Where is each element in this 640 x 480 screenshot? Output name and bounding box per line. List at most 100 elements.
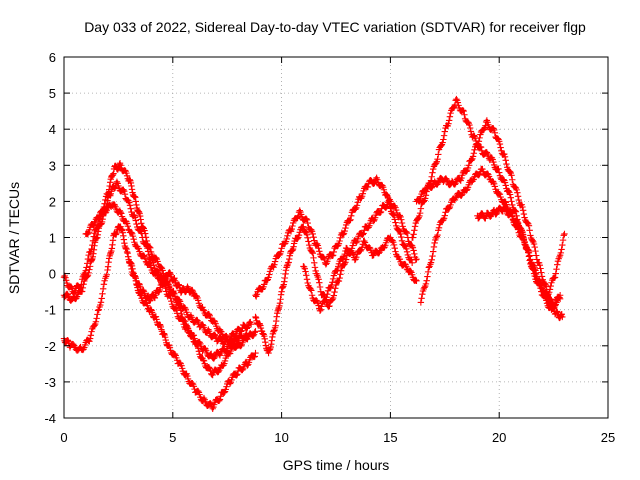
data-point bbox=[403, 248, 411, 255]
data-point bbox=[303, 216, 311, 224]
data-point bbox=[403, 228, 410, 236]
data-point bbox=[170, 287, 177, 295]
data-point bbox=[508, 209, 515, 216]
data-point bbox=[410, 247, 417, 254]
data-point bbox=[511, 207, 519, 215]
data-point bbox=[139, 224, 147, 231]
data-point bbox=[305, 241, 313, 249]
data-point bbox=[417, 205, 425, 212]
data-point bbox=[391, 202, 398, 210]
data-point bbox=[217, 393, 224, 400]
data-point bbox=[377, 208, 385, 216]
data-point bbox=[467, 128, 475, 135]
data-point bbox=[68, 297, 75, 304]
data-point bbox=[123, 172, 131, 180]
data-point bbox=[193, 293, 200, 300]
data-point bbox=[407, 267, 414, 275]
data-point bbox=[508, 198, 515, 205]
data-point bbox=[538, 269, 545, 276]
data-point bbox=[142, 255, 149, 263]
data-point bbox=[502, 157, 509, 164]
data-point bbox=[471, 146, 478, 153]
data-point bbox=[172, 305, 179, 312]
y-tick-label: 6 bbox=[49, 50, 56, 65]
data-point bbox=[445, 205, 453, 212]
data-point bbox=[454, 99, 462, 106]
data-point bbox=[288, 225, 295, 233]
data-point bbox=[412, 276, 419, 284]
data-point bbox=[518, 227, 525, 234]
data-point bbox=[491, 183, 499, 190]
data-point bbox=[525, 222, 533, 229]
data-point bbox=[237, 342, 245, 350]
data-point bbox=[234, 371, 241, 378]
data-point bbox=[459, 107, 467, 114]
data-point bbox=[429, 169, 436, 176]
data-point bbox=[509, 201, 516, 209]
data-point bbox=[532, 270, 540, 278]
data-point bbox=[277, 248, 285, 255]
data-point bbox=[200, 394, 208, 402]
data-point bbox=[556, 295, 564, 303]
data-point bbox=[505, 188, 512, 195]
data-point bbox=[97, 299, 105, 306]
data-point bbox=[409, 234, 417, 241]
data-point bbox=[532, 247, 539, 255]
data-point bbox=[309, 230, 316, 238]
data-point bbox=[88, 328, 95, 335]
data-point bbox=[496, 169, 503, 176]
data-point bbox=[393, 206, 400, 214]
data-point bbox=[167, 294, 174, 302]
data-point bbox=[97, 301, 104, 309]
data-point bbox=[495, 165, 502, 173]
data-point bbox=[258, 286, 266, 293]
data-point bbox=[329, 252, 337, 259]
data-point bbox=[296, 207, 303, 214]
data-point bbox=[265, 274, 272, 281]
data-point bbox=[205, 364, 213, 371]
data-point bbox=[171, 350, 179, 358]
data-point bbox=[463, 187, 470, 194]
data-point bbox=[551, 274, 559, 281]
data-point bbox=[409, 244, 417, 251]
data-point bbox=[354, 199, 361, 206]
data-point bbox=[493, 210, 500, 218]
data-point bbox=[79, 284, 87, 292]
x-tick-label: 0 bbox=[60, 430, 67, 445]
data-point bbox=[99, 290, 106, 297]
data-point bbox=[391, 245, 398, 252]
data-point bbox=[501, 153, 509, 160]
data-point bbox=[189, 380, 196, 387]
data-point bbox=[524, 219, 531, 227]
data-point bbox=[295, 231, 303, 239]
data-point bbox=[221, 357, 229, 365]
data-point bbox=[424, 273, 431, 280]
data-point bbox=[483, 149, 491, 156]
data-point bbox=[458, 174, 465, 182]
data-point bbox=[210, 354, 218, 362]
data-point bbox=[525, 247, 533, 255]
data-point bbox=[311, 264, 319, 271]
data-point bbox=[490, 125, 497, 132]
data-point bbox=[432, 234, 440, 242]
data-point bbox=[532, 252, 540, 259]
data-point bbox=[428, 184, 435, 191]
data-point bbox=[93, 315, 100, 322]
data-point bbox=[389, 237, 396, 244]
data-point bbox=[91, 219, 98, 227]
data-point bbox=[422, 280, 430, 288]
data-point bbox=[340, 231, 347, 238]
data-point bbox=[121, 190, 129, 198]
data-point bbox=[435, 224, 443, 231]
data-point bbox=[414, 215, 422, 222]
data-point bbox=[335, 260, 343, 268]
data-point bbox=[301, 265, 309, 272]
data-point bbox=[147, 255, 155, 263]
data-point bbox=[425, 264, 433, 271]
series-track-5 bbox=[126, 258, 259, 351]
data-point bbox=[329, 279, 336, 286]
data-point bbox=[413, 255, 420, 263]
data-point bbox=[308, 226, 315, 234]
data-point bbox=[103, 271, 110, 278]
data-point bbox=[536, 261, 544, 269]
